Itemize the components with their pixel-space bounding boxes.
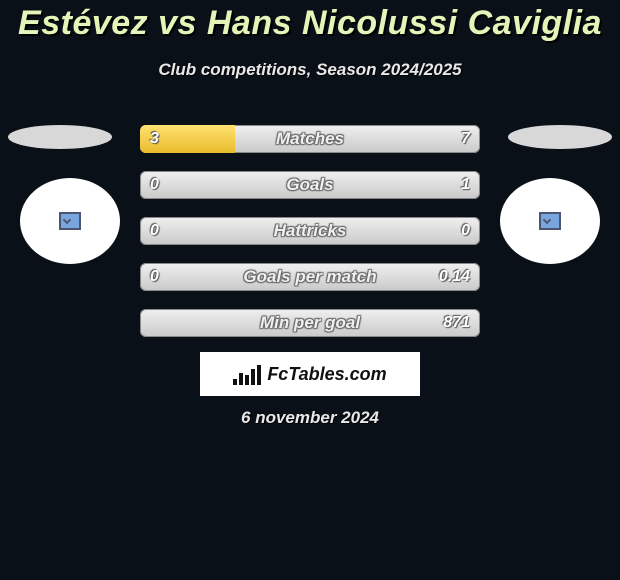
player2-photo-placeholder xyxy=(508,125,612,149)
bar-fill-left xyxy=(140,125,235,153)
page-title: Estévez vs Hans Nicolussi Caviglia xyxy=(0,4,620,43)
stat-row: Goals per match00.14 xyxy=(140,263,480,291)
player2-flag-placeholder xyxy=(500,178,600,264)
date-text: 6 november 2024 xyxy=(0,408,620,428)
page-subtitle: Club competitions, Season 2024/2025 xyxy=(0,60,620,80)
bar-track xyxy=(140,217,480,245)
bars-icon xyxy=(233,363,261,385)
stat-row: Hattricks00 xyxy=(140,217,480,245)
stat-row: Min per goal871 xyxy=(140,309,480,337)
image-icon xyxy=(61,214,79,228)
bar-track xyxy=(140,263,480,291)
player1-flag-placeholder xyxy=(20,178,120,264)
comparison-bars: Matches37 Goals01 Hattricks00 Goals per mat… xyxy=(140,125,480,355)
source-badge: FcTables.com xyxy=(200,352,420,396)
bar-track xyxy=(140,309,480,337)
bar-track xyxy=(140,171,480,199)
source-badge-text: FcTables.com xyxy=(267,364,386,385)
player1-photo-placeholder xyxy=(8,125,112,149)
stat-row: Goals01 xyxy=(140,171,480,199)
stat-row: Matches37 xyxy=(140,125,480,153)
image-icon xyxy=(541,214,559,228)
